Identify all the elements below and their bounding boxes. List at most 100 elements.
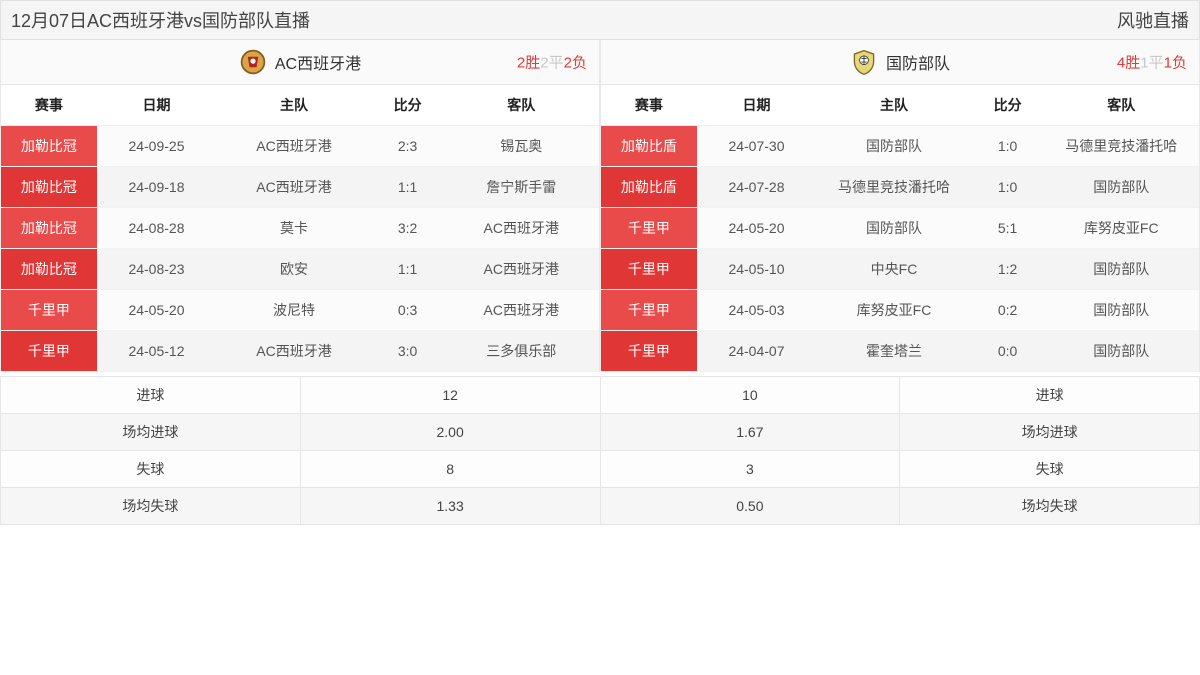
cell-away: AC西班牙港 [443,290,599,331]
cell-comp: 千里甲 [601,208,697,249]
table-head-row: 赛事 日期 主队 比分 客队 [601,85,1199,126]
cell-away: 库努皮亚FC [1043,208,1199,249]
summary-label-left: 失球 [1,451,301,488]
cell-comp: 千里甲 [601,249,697,290]
summary-right-avg-goals: 1.67 [600,414,900,451]
cell-score: 1:0 [972,126,1044,167]
cell-comp: 千里甲 [601,290,697,331]
col-home: 主队 [216,85,371,126]
col-date: 日期 [97,85,217,126]
left-draws: 2平 [540,55,563,72]
left-panel: AC西班牙港 2胜2平2负 赛事 日期 主队 比分 客队 加勒比冠24-09-2… [0,40,600,372]
right-matches-table: 赛事 日期 主队 比分 客队 加勒比盾24-07-30国防部队1:0马德里竞技潘… [601,85,1199,372]
table-row: 加勒比冠24-08-28莫卡3:2AC西班牙港 [1,208,599,249]
cell-score: 0:3 [372,290,444,331]
cell-away: AC西班牙港 [443,249,599,290]
left-team-name: AC西班牙港 [275,50,361,74]
summary-right-conceded: 3 [600,451,900,488]
cell-away: 三多俱乐部 [443,331,599,372]
col-score: 比分 [972,85,1044,126]
right-panel: 国防部队 4胜1平1负 赛事 日期 主队 比分 客队 加勒比盾24-07-30国… [600,40,1200,372]
summary-label-left: 场均失球 [1,488,301,525]
summary-row-avg-goals: 场均进球 2.00 1.67 场均进球 [1,414,1200,451]
summary-left-avg-conceded: 1.33 [300,488,600,525]
cell-comp: 加勒比冠 [1,208,97,249]
right-team-record: 4胜1平1负 [1117,52,1187,73]
right-team-header: 国防部队 4胜1平1负 [601,40,1199,85]
table-row: 千里甲24-05-10中央FC1:2国防部队 [601,249,1199,290]
cell-date: 24-05-12 [97,331,217,372]
summary-right-goals: 10 [600,377,900,414]
cell-home: 霍奎塔兰 [816,331,971,372]
left-losses: 2负 [564,55,587,72]
left-team-logo-icon [239,48,267,76]
cell-comp: 千里甲 [1,331,97,372]
table-row: 千里甲24-05-03库努皮亚FC0:2国防部队 [601,290,1199,331]
cell-comp: 加勒比盾 [601,126,697,167]
left-matches-table: 赛事 日期 主队 比分 客队 加勒比冠24-09-25AC西班牙港2:3锡瓦奥 … [1,85,599,372]
cell-home: 中央FC [816,249,971,290]
cell-score: 5:1 [972,208,1044,249]
cell-home: AC西班牙港 [216,167,371,208]
left-team-record: 2胜2平2负 [517,52,587,73]
cell-comp: 千里甲 [1,290,97,331]
summary-row-avg-conceded: 场均失球 1.33 0.50 场均失球 [1,488,1200,525]
cell-away: 国防部队 [1043,167,1199,208]
col-away: 客队 [1043,85,1199,126]
summary-right-avg-conceded: 0.50 [600,488,900,525]
cell-comp: 加勒比冠 [1,249,97,290]
cell-date: 24-05-10 [697,249,817,290]
cell-away: 国防部队 [1043,331,1199,372]
summary-left-goals: 12 [300,377,600,414]
page-header: 12月07日AC西班牙港vs国防部队直播 风驰直播 [0,0,1200,40]
cell-date: 24-09-18 [97,167,217,208]
summary-label-left: 场均进球 [1,414,301,451]
cell-score: 3:2 [372,208,444,249]
summary-left-avg-goals: 2.00 [300,414,600,451]
cell-date: 24-07-28 [697,167,817,208]
summary-row-goals: 进球 12 10 进球 [1,377,1200,414]
cell-date: 24-08-23 [97,249,217,290]
col-competition: 赛事 [601,85,697,126]
right-team-name: 国防部队 [886,50,950,74]
cell-home: 马德里竞技潘托哈 [816,167,971,208]
cell-score: 1:1 [372,249,444,290]
summary-row-conceded: 失球 8 3 失球 [1,451,1200,488]
cell-score: 2:3 [372,126,444,167]
cell-away: 国防部队 [1043,249,1199,290]
table-row: 千里甲24-05-12AC西班牙港3:0三多俱乐部 [1,331,599,372]
table-head-row: 赛事 日期 主队 比分 客队 [1,85,599,126]
summary-label-left: 进球 [1,377,301,414]
cell-date: 24-05-20 [697,208,817,249]
page-title: 12月07日AC西班牙港vs国防部队直播 [11,7,310,33]
cell-comp: 加勒比冠 [1,126,97,167]
cell-date: 24-04-07 [697,331,817,372]
summary-table: 进球 12 10 进球 场均进球 2.00 1.67 场均进球 失球 8 3 失… [0,376,1200,525]
cell-score: 1:2 [972,249,1044,290]
summary-label-right: 场均失球 [900,488,1200,525]
cell-score: 3:0 [372,331,444,372]
cell-score: 1:1 [372,167,444,208]
col-competition: 赛事 [1,85,97,126]
cell-home: 欧安 [216,249,371,290]
summary-label-right: 进球 [900,377,1200,414]
cell-date: 24-07-30 [697,126,817,167]
col-date: 日期 [697,85,817,126]
left-wins: 2胜 [517,55,540,72]
cell-away: 国防部队 [1043,290,1199,331]
cell-score: 0:2 [972,290,1044,331]
cell-comp: 加勒比冠 [1,167,97,208]
cell-home: 国防部队 [816,208,971,249]
table-row: 加勒比冠24-09-25AC西班牙港2:3锡瓦奥 [1,126,599,167]
cell-comp: 加勒比盾 [601,167,697,208]
cell-away: 马德里竞技潘托哈 [1043,126,1199,167]
brand-label: 风驰直播 [1117,7,1189,33]
cell-date: 24-05-03 [697,290,817,331]
col-home: 主队 [816,85,971,126]
cell-score: 0:0 [972,331,1044,372]
table-row: 千里甲24-05-20国防部队5:1库努皮亚FC [601,208,1199,249]
table-row: 加勒比盾24-07-30国防部队1:0马德里竞技潘托哈 [601,126,1199,167]
cell-home: AC西班牙港 [216,126,371,167]
cell-home: 莫卡 [216,208,371,249]
cell-date: 24-05-20 [97,290,217,331]
